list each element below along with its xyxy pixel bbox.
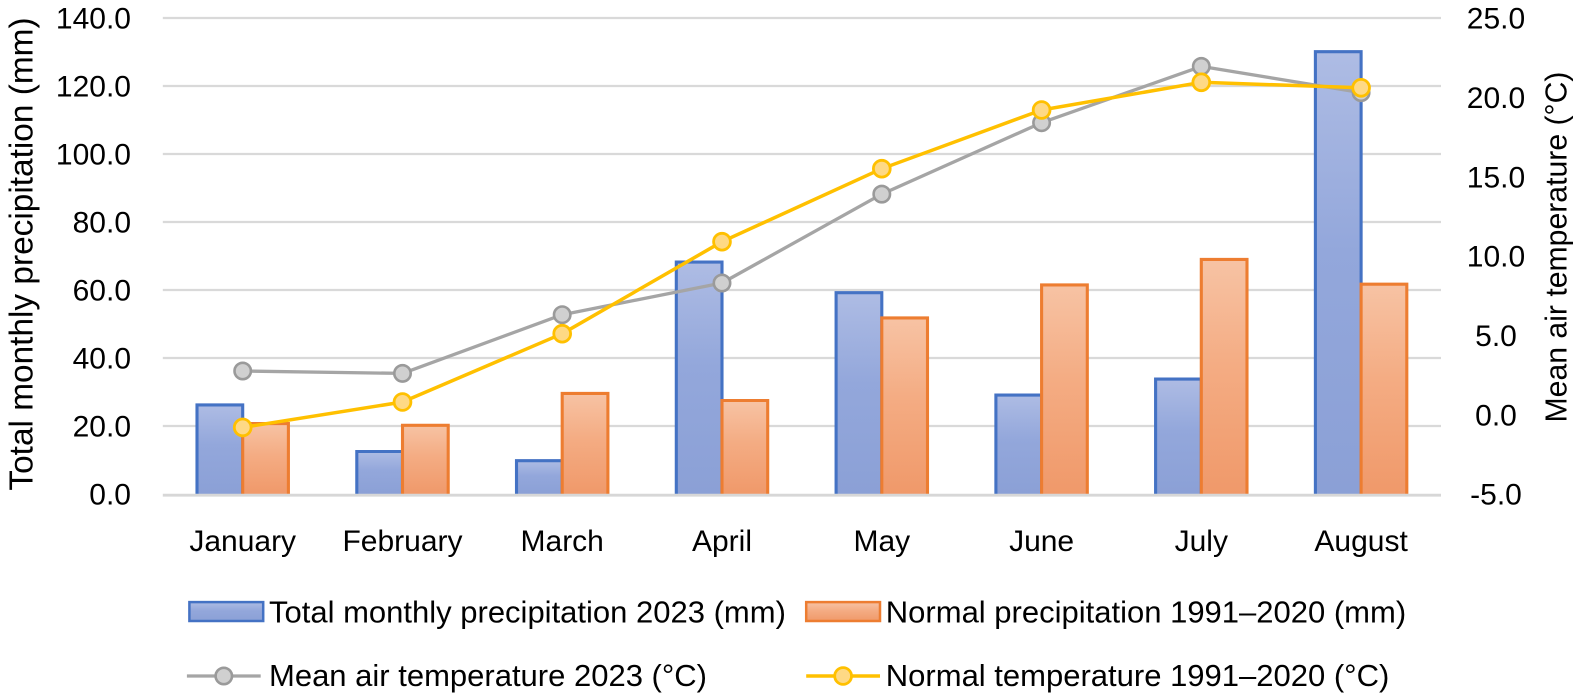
svg-text:40.0: 40.0 <box>73 343 131 376</box>
svg-text:Normal temperature 1991–2020 (: Normal temperature 1991–2020 (°C) <box>886 658 1389 693</box>
svg-text:25.0: 25.0 <box>1467 3 1525 36</box>
svg-text:June: June <box>1009 525 1074 558</box>
svg-text:60.0: 60.0 <box>73 275 131 308</box>
svg-text:Normal precipitation 1991–2020: Normal precipitation 1991–2020 (mm) <box>886 595 1406 630</box>
svg-text:10.0: 10.0 <box>1467 241 1525 274</box>
svg-text:January: January <box>189 525 296 558</box>
svg-text:120.0: 120.0 <box>56 71 131 104</box>
svg-text:0.0: 0.0 <box>89 479 131 512</box>
svg-text:February: February <box>342 525 462 558</box>
svg-text:Mean air temperature (°C): Mean air temperature (°C) <box>1541 72 1574 423</box>
svg-text:August: August <box>1314 525 1408 558</box>
svg-text:0.0: 0.0 <box>1475 399 1517 432</box>
svg-text:Total monthly precipitation (m: Total monthly precipitation (mm) <box>4 17 41 490</box>
svg-text:March: March <box>521 525 604 558</box>
svg-text:5.0: 5.0 <box>1475 320 1517 353</box>
svg-text:Total monthly precipitation 20: Total monthly precipitation 2023 (mm) <box>269 595 786 630</box>
svg-text:100.0: 100.0 <box>56 139 131 172</box>
svg-text:May: May <box>853 525 910 558</box>
svg-text:April: April <box>692 525 752 558</box>
svg-text:July: July <box>1175 525 1228 558</box>
svg-text:20.0: 20.0 <box>1467 82 1525 115</box>
svg-text:140.0: 140.0 <box>56 3 131 36</box>
svg-text:15.0: 15.0 <box>1467 161 1525 194</box>
svg-text:Mean air temperature 2023 (°C): Mean air temperature 2023 (°C) <box>269 658 707 693</box>
svg-text:20.0: 20.0 <box>73 411 131 444</box>
svg-text:80.0: 80.0 <box>73 207 131 240</box>
svg-text:-5.0: -5.0 <box>1470 479 1522 512</box>
